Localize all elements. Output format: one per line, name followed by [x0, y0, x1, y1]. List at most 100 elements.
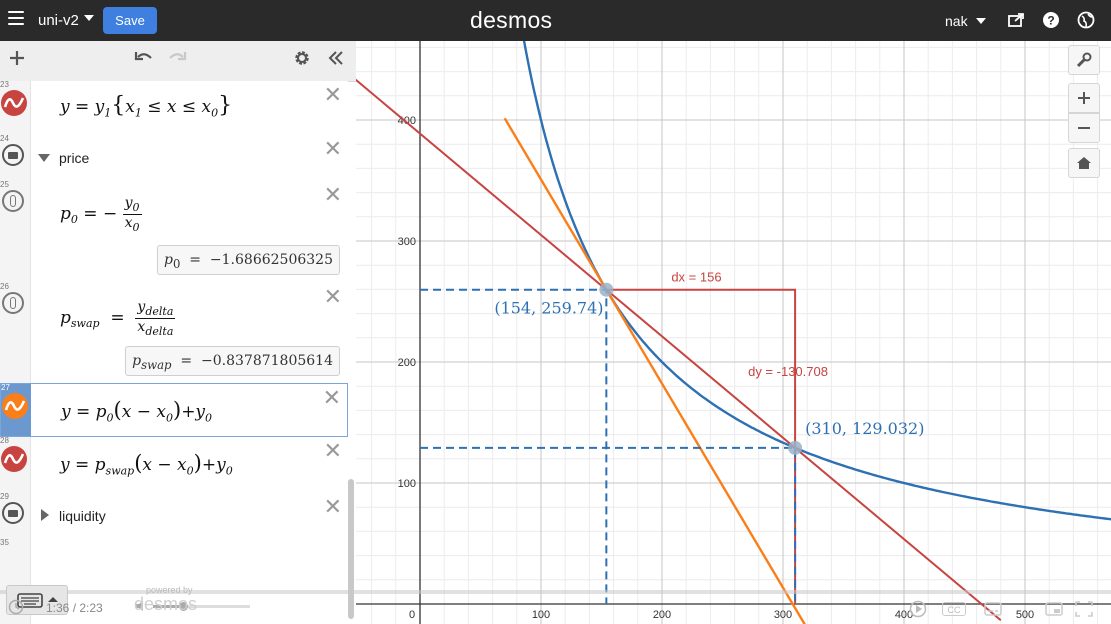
- expression-item[interactable]: 25 p0 = − y0 x0 p0 = −1.68662506325 ✕: [0, 180, 348, 284]
- close-icon[interactable]: ✕: [322, 385, 341, 410]
- add-expression-icon[interactable]: [8, 49, 26, 72]
- close-icon[interactable]: ✕: [323, 82, 342, 107]
- subtitles-icon[interactable]: [984, 601, 1002, 622]
- help-icon[interactable]: ?: [1042, 11, 1060, 29]
- chevron-right-icon[interactable]: [41, 509, 49, 521]
- powered-by-brand: desmos: [134, 594, 198, 614]
- dx-dy-bracket: [606, 288, 797, 604]
- chevron-down-icon[interactable]: [976, 18, 986, 24]
- hidden-expression-icon[interactable]: [2, 190, 24, 212]
- expression-number: 23: [0, 80, 9, 89]
- evaluation-value: p0 = −1.68662506325: [157, 245, 340, 275]
- point-b-label: (310, 129.032): [805, 419, 924, 438]
- expression-math[interactable]: y = y1{x1 ≤ x ≤ x0}: [60, 93, 233, 120]
- picture-in-picture-icon[interactable]: [1045, 601, 1063, 622]
- expression-number: 29: [0, 492, 9, 501]
- point-b: [788, 440, 803, 455]
- folder-icon[interactable]: [2, 144, 24, 166]
- globe-icon[interactable]: [1077, 11, 1095, 29]
- zoom-out-button[interactable]: [1068, 113, 1100, 143]
- zoom-in-button[interactable]: [1068, 83, 1100, 113]
- brand-logo: desmos: [470, 7, 553, 33]
- expression-number: 28: [0, 436, 9, 445]
- curve-xy-k: [522, 41, 1111, 521]
- y-tick-label: 100: [398, 478, 416, 490]
- x-tick-label: 100: [532, 609, 550, 621]
- volume-slider[interactable]: [153, 602, 250, 611]
- expression-item[interactable]: 23 y = y1{x1 ≤ x ≤ x0} ✕: [0, 80, 348, 136]
- close-icon[interactable]: ✕: [323, 182, 342, 207]
- close-icon[interactable]: ✕: [323, 438, 342, 463]
- graph-background: [356, 41, 1111, 624]
- expression-number: 27: [1, 383, 10, 392]
- close-icon[interactable]: ✕: [323, 136, 342, 161]
- powered-by-text: powered by: [146, 585, 193, 595]
- menu-icon[interactable]: [8, 11, 24, 25]
- keyboard-toggle-button[interactable]: [6, 585, 68, 615]
- settings-gear-icon[interactable]: [293, 49, 311, 72]
- panel-scrollbar[interactable]: [348, 479, 354, 619]
- hidden-expression-icon[interactable]: [2, 292, 24, 314]
- svg-text:?: ?: [1047, 14, 1054, 28]
- video-timestamp: 1:36 / 2:23: [46, 601, 103, 615]
- expression-number: 24: [0, 134, 9, 143]
- graph-title[interactable]: uni-v2: [38, 12, 79, 29]
- y-tick-label: 300: [398, 236, 416, 248]
- close-icon[interactable]: ✕: [323, 284, 342, 309]
- evaluation-value: pswap = −0.837871805614: [125, 346, 340, 376]
- dx-label: dx = 156: [671, 270, 721, 285]
- user-menu[interactable]: nak: [945, 13, 968, 29]
- curve-icon[interactable]: [1, 90, 27, 116]
- minor-gridlines: [356, 41, 1111, 624]
- expression-number: 26: [0, 282, 9, 291]
- expression-list-panel: 23 y = y1{x1 ≤ x ≤ x0} ✕ 24 price ✕ 25 p…: [0, 41, 357, 624]
- expression-toolbar: [0, 41, 356, 82]
- expression-math[interactable]: pswap = ydelta xdelta: [60, 299, 176, 338]
- wrench-icon[interactable]: [1068, 45, 1100, 75]
- fullscreen-icon[interactable]: [1075, 601, 1093, 622]
- home-button[interactable]: [1068, 148, 1100, 178]
- plot-layer: dx = 156 dy = -130.708 (154, 259.74) (310, …: [356, 41, 1111, 624]
- expression-math[interactable]: y = p0(x − x0)+y0: [61, 398, 213, 425]
- collapse-panel-icon[interactable]: [327, 49, 345, 72]
- top-bar: uni-v2 Save desmos nak ?: [0, 0, 1111, 41]
- share-icon[interactable]: [1007, 11, 1025, 29]
- expression-item-selected[interactable]: 27 y = p0(x − x0)+y0 ✕: [0, 383, 348, 437]
- redo-icon[interactable]: [167, 49, 187, 72]
- close-icon[interactable]: ✕: [323, 494, 342, 519]
- play-icon[interactable]: [909, 600, 927, 623]
- x-tick-label: 300: [774, 609, 792, 621]
- expression-item[interactable]: 26 pswap = ydelta xdelta pswap = −0.83787…: [0, 282, 348, 385]
- tangent-line: [503, 117, 806, 624]
- save-button[interactable]: Save: [103, 7, 157, 34]
- undo-icon[interactable]: [134, 49, 154, 72]
- folder-label[interactable]: liquidity: [59, 508, 106, 524]
- expression-number: 25: [0, 180, 9, 189]
- x-tick-label: 200: [653, 609, 671, 621]
- video-progress-bar[interactable]: [0, 590, 1111, 594]
- folder-label[interactable]: price: [59, 150, 90, 166]
- y-tick-label: 200: [398, 357, 416, 369]
- home-icon: [1077, 157, 1091, 169]
- minus-icon: [1078, 127, 1090, 129]
- chevron-down-icon[interactable]: [84, 15, 94, 21]
- x-tick-label: 500: [1016, 609, 1034, 621]
- dy-label: dy = -130.708: [748, 364, 828, 379]
- expression-item[interactable]: 28 y = pswap(x − x0)+y0 ✕: [0, 436, 348, 494]
- point-a: [599, 282, 614, 297]
- expression-math[interactable]: y = pswap(x − x0)+y0: [60, 451, 233, 478]
- folder-item[interactable]: 29 liquidity ✕: [0, 492, 348, 540]
- curve-icon[interactable]: [1, 446, 27, 472]
- expression-math[interactable]: p0 = − y0 x0: [60, 195, 142, 234]
- captions-icon[interactable]: CC: [942, 602, 966, 616]
- folder-icon[interactable]: [2, 502, 24, 524]
- curve-icon[interactable]: [2, 393, 28, 419]
- x-tick-label: 0: [409, 609, 415, 621]
- chevron-down-icon[interactable]: [38, 154, 50, 162]
- volume-icon[interactable]: [134, 598, 150, 619]
- point-a-label: (154, 259.74): [494, 299, 603, 318]
- expression-number: 35: [0, 538, 9, 547]
- folder-item[interactable]: 24 price ✕: [0, 134, 348, 182]
